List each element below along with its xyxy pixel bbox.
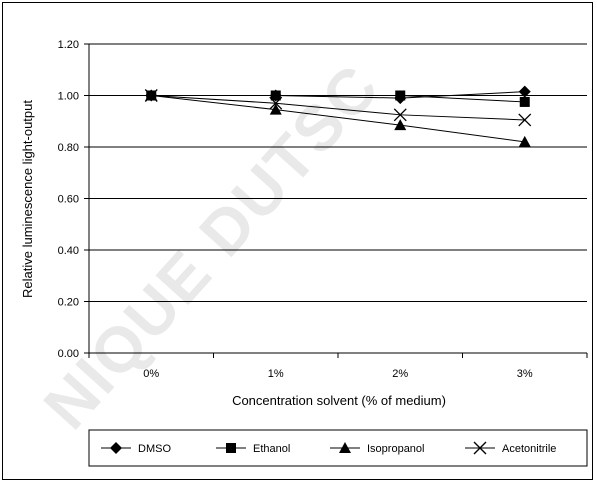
y-tick-label: 1.00 — [58, 91, 79, 103]
data-point-acetonitrile — [393, 108, 407, 122]
x-tick-label: 3% — [517, 368, 533, 380]
data-point-ethanol — [270, 90, 281, 101]
data-point-ethanol — [519, 96, 530, 107]
legend-label-isopropanol: Isopropanol — [367, 443, 425, 455]
data-point-dmso — [518, 85, 531, 98]
legend: DMSO Ethanol Isopropanol Acetonitrile — [101, 441, 556, 455]
y-axis-title: Relative luminescence light-output — [20, 100, 35, 298]
y-tick-label: 0.60 — [58, 194, 79, 206]
y-tick-label: 0.40 — [58, 245, 79, 257]
x-tick-labels: 0% 1% 2% 3% — [143, 368, 533, 380]
axes — [88, 44, 588, 358]
x-tick-label: 2% — [392, 368, 408, 380]
series-line-acetonitrile — [151, 95, 525, 121]
data-point-isopropanol — [269, 103, 282, 115]
data-point-isopropanol — [394, 119, 407, 131]
y-tick-label: 0.80 — [58, 142, 79, 154]
legend-label-ethanol: Ethanol — [253, 443, 290, 455]
y-tick-labels: 0.00 0.20 0.40 0.60 0.80 1.00 1.20 — [58, 39, 79, 360]
data-point-acetonitrile — [144, 89, 158, 102]
legend-marker-dmso — [110, 442, 122, 454]
series-line-isopropanol — [151, 95, 525, 143]
data-point-ethanol — [395, 90, 406, 101]
x-axis-title: Concentration solvent (% of medium) — [232, 393, 446, 408]
x-tick-label: 1% — [268, 368, 284, 380]
series-line-ethanol — [151, 95, 525, 103]
chart-frame: NIQUE DUTSC 0.00 0.20 0.40 0.60 0.80 1.00 1.20… — [2, 2, 593, 480]
legend-marker-isopropanol — [339, 442, 351, 453]
y-tick-label: 0.00 — [58, 348, 79, 360]
series-group — [144, 85, 532, 147]
legend-label-dmso: DMSO — [138, 443, 171, 455]
data-point-acetonitrile — [269, 96, 283, 110]
y-tick-label: 1.20 — [58, 39, 79, 51]
x-tick-label: 0% — [143, 368, 159, 380]
data-point-acetonitrile — [518, 113, 532, 127]
data-point-isopropanol — [518, 135, 531, 147]
y-tick-label: 0.20 — [58, 297, 79, 309]
line-chart: NIQUE DUTSC 0.000.200.400.600.801.001.20… — [20, 39, 588, 467]
legend-marker-ethanol — [226, 443, 236, 453]
legend-marker-acetonitrile — [473, 441, 487, 455]
legend-label-acetonitrile: Acetonitrile — [502, 443, 556, 455]
